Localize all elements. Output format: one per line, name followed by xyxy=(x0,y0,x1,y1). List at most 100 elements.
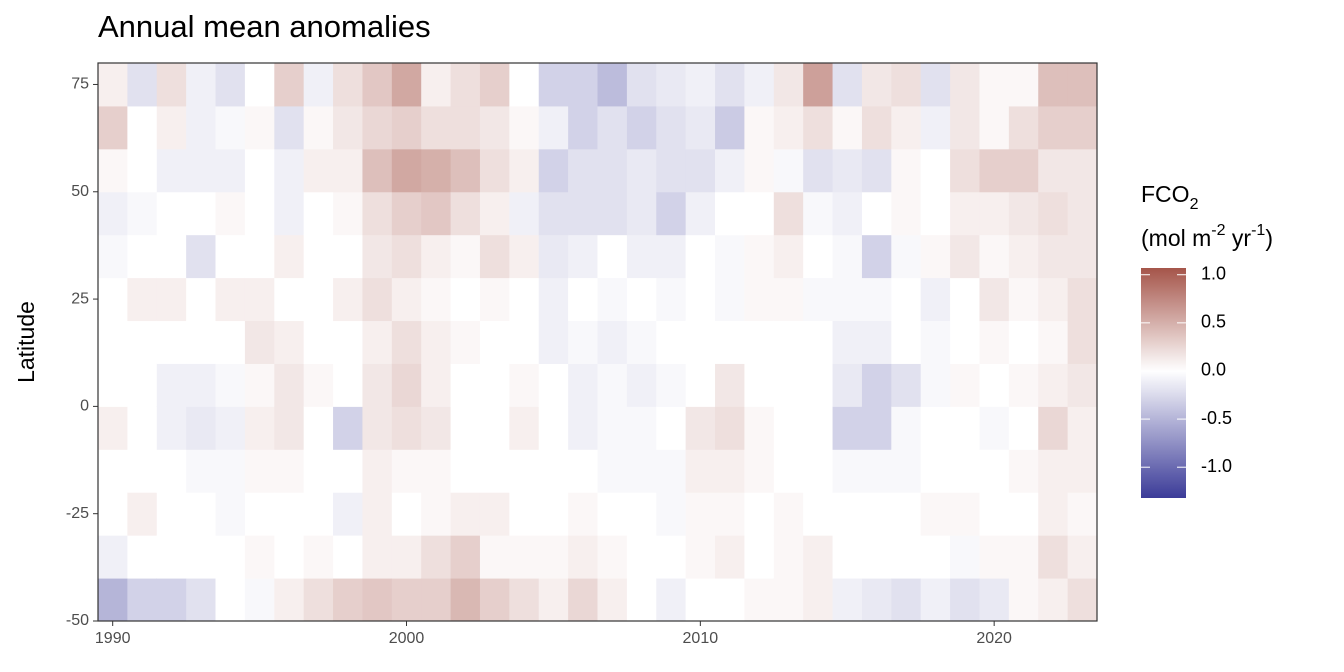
heat-cell xyxy=(1008,234,1039,279)
heat-cell xyxy=(509,148,540,193)
heat-cell xyxy=(920,105,951,150)
heat-cell xyxy=(1008,492,1039,536)
heat-cell xyxy=(1038,63,1069,107)
heat-cell xyxy=(715,105,745,150)
x-tick-label: 2010 xyxy=(683,630,719,647)
heat-cell xyxy=(303,406,334,450)
heat-cell xyxy=(950,148,980,193)
heat-cell xyxy=(98,105,128,150)
heat-cell xyxy=(803,320,834,364)
heat-cell xyxy=(215,363,246,407)
heat-cell xyxy=(861,449,892,493)
heat-cell xyxy=(98,148,128,193)
y-tick-label: -50 xyxy=(66,612,89,629)
heat-cell xyxy=(656,578,687,622)
heat-cell xyxy=(186,63,217,107)
heat-cell xyxy=(715,578,745,622)
heat-cell xyxy=(744,191,775,236)
heat-cell xyxy=(98,277,128,322)
heat-cell xyxy=(626,363,657,407)
heat-cell xyxy=(744,535,775,579)
heat-cell xyxy=(597,148,628,193)
legend-units: (mol m-2 yr-1) xyxy=(1141,222,1273,251)
heat-cell xyxy=(832,363,863,407)
heat-cell xyxy=(803,105,834,150)
heat-cell xyxy=(538,449,569,493)
heat-cell xyxy=(1067,148,1098,193)
heat-cell xyxy=(156,191,187,236)
heat-cell xyxy=(626,63,657,107)
heat-cell xyxy=(450,191,481,236)
heat-cell xyxy=(362,578,393,622)
heat-cell xyxy=(215,492,246,536)
heat-cell xyxy=(861,63,892,107)
heat-cell xyxy=(803,492,834,536)
heat-cell xyxy=(1008,535,1039,579)
heat-cell xyxy=(156,449,187,493)
heat-cell xyxy=(479,191,510,236)
heat-cell xyxy=(244,277,275,322)
heat-cell xyxy=(303,492,334,536)
heat-cell xyxy=(244,191,275,236)
heat-cell xyxy=(450,148,481,193)
heat-cell xyxy=(744,578,775,622)
heat-cell xyxy=(803,449,834,493)
heat-cell xyxy=(861,363,892,407)
heat-cell xyxy=(1067,449,1098,493)
heat-cell xyxy=(362,63,393,107)
heat-cell xyxy=(509,363,540,407)
heat-cell xyxy=(891,535,922,579)
heat-cell xyxy=(303,535,334,579)
heat-cell xyxy=(450,320,481,364)
heat-cell xyxy=(421,320,452,364)
heat-cell xyxy=(391,234,422,279)
heat-cell xyxy=(656,148,687,193)
heat-cell xyxy=(215,105,246,150)
heat-cell xyxy=(626,492,657,536)
heat-cell xyxy=(127,406,158,450)
heat-cell xyxy=(1067,578,1098,622)
heat-cell xyxy=(803,277,834,322)
heat-cell xyxy=(597,449,628,493)
heat-cell xyxy=(920,492,951,536)
heat-cell xyxy=(274,234,305,279)
heat-cell xyxy=(1038,148,1069,193)
heat-cell xyxy=(685,191,716,236)
heat-cell xyxy=(715,449,745,493)
heat-cell xyxy=(303,148,334,193)
heat-cell xyxy=(861,234,892,279)
heat-cell xyxy=(1067,277,1098,322)
heat-cell xyxy=(1038,363,1069,407)
heat-cell xyxy=(685,148,716,193)
heat-cell xyxy=(244,320,275,364)
heat-cell xyxy=(215,148,246,193)
heat-cell xyxy=(744,492,775,536)
heat-cell xyxy=(362,234,393,279)
heat-cell xyxy=(362,492,393,536)
heat-cell xyxy=(127,535,158,579)
heat-cell xyxy=(715,277,745,322)
heat-cell xyxy=(891,406,922,450)
heat-cell xyxy=(509,449,540,493)
y-tick-label: 25 xyxy=(71,290,89,307)
heat-cell xyxy=(244,63,275,107)
heat-cell xyxy=(538,320,569,364)
heat-cell xyxy=(568,492,598,536)
heat-cell xyxy=(744,63,775,107)
heat-cell xyxy=(1008,449,1039,493)
heat-cell xyxy=(891,492,922,536)
heat-cell xyxy=(715,363,745,407)
heat-cell xyxy=(274,535,305,579)
heat-cell xyxy=(773,578,804,622)
heat-cell xyxy=(744,363,775,407)
heat-cell xyxy=(861,320,892,364)
heat-cell xyxy=(656,277,687,322)
heat-cell xyxy=(186,363,217,407)
heat-cell xyxy=(156,406,187,450)
heat-cell xyxy=(626,191,657,236)
heat-cell xyxy=(715,148,745,193)
heat-cell xyxy=(509,191,540,236)
heat-cell xyxy=(127,320,158,364)
heat-cell xyxy=(861,406,892,450)
heat-cell xyxy=(685,105,716,150)
